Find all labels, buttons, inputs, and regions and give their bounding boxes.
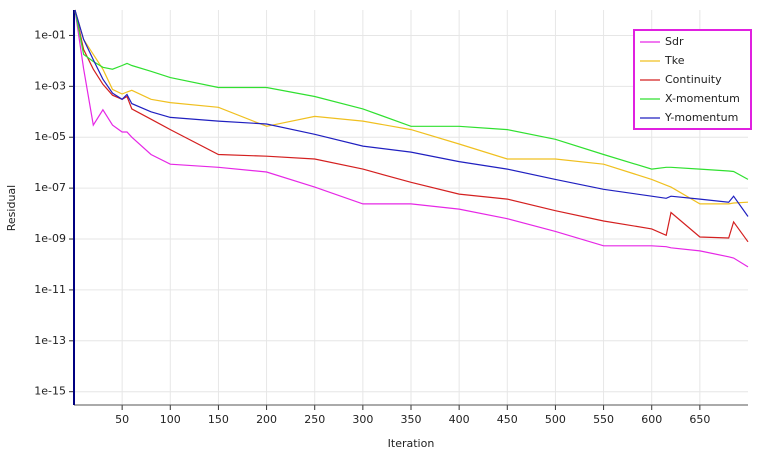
legend-label: X-momentum <box>665 92 740 105</box>
series-line <box>74 9 749 217</box>
y-axis-label: Residual <box>5 185 18 231</box>
series-line <box>74 9 749 180</box>
series-line <box>74 9 749 205</box>
y-tick-label: 1e-15 <box>34 385 66 398</box>
x-tick-label: 600 <box>641 413 662 426</box>
y-tick-label: 1e-09 <box>34 232 66 245</box>
x-axis-label: Iteration <box>388 437 435 450</box>
y-tick-label: 1e-01 <box>34 28 66 41</box>
legend-label: Tke <box>664 54 685 67</box>
x-tick-label: 650 <box>689 413 710 426</box>
y-tick-label: 1e-03 <box>34 79 66 92</box>
series-line <box>74 9 749 243</box>
series-line <box>74 9 749 268</box>
legend-label: Y-momentum <box>664 111 738 124</box>
legend-label: Sdr <box>665 35 684 48</box>
x-tick-label: 300 <box>352 413 373 426</box>
x-tick-label: 200 <box>256 413 277 426</box>
y-tick-label: 1e-07 <box>34 181 66 194</box>
x-tick-label: 450 <box>497 413 518 426</box>
x-tick-label: 550 <box>593 413 614 426</box>
x-tick-label: 350 <box>401 413 422 426</box>
grid <box>74 10 748 405</box>
x-tick-label: 50 <box>115 413 129 426</box>
x-tick-label: 150 <box>208 413 229 426</box>
legend-label: Continuity <box>665 73 722 86</box>
y-tick-label: 1e-05 <box>34 130 66 143</box>
x-tick-label: 250 <box>304 413 325 426</box>
y-tick-label: 1e-11 <box>34 283 66 296</box>
x-tick-label: 100 <box>160 413 181 426</box>
x-tick-label: 400 <box>449 413 470 426</box>
x-tick-label: 500 <box>545 413 566 426</box>
y-tick-label: 1e-13 <box>34 334 66 347</box>
